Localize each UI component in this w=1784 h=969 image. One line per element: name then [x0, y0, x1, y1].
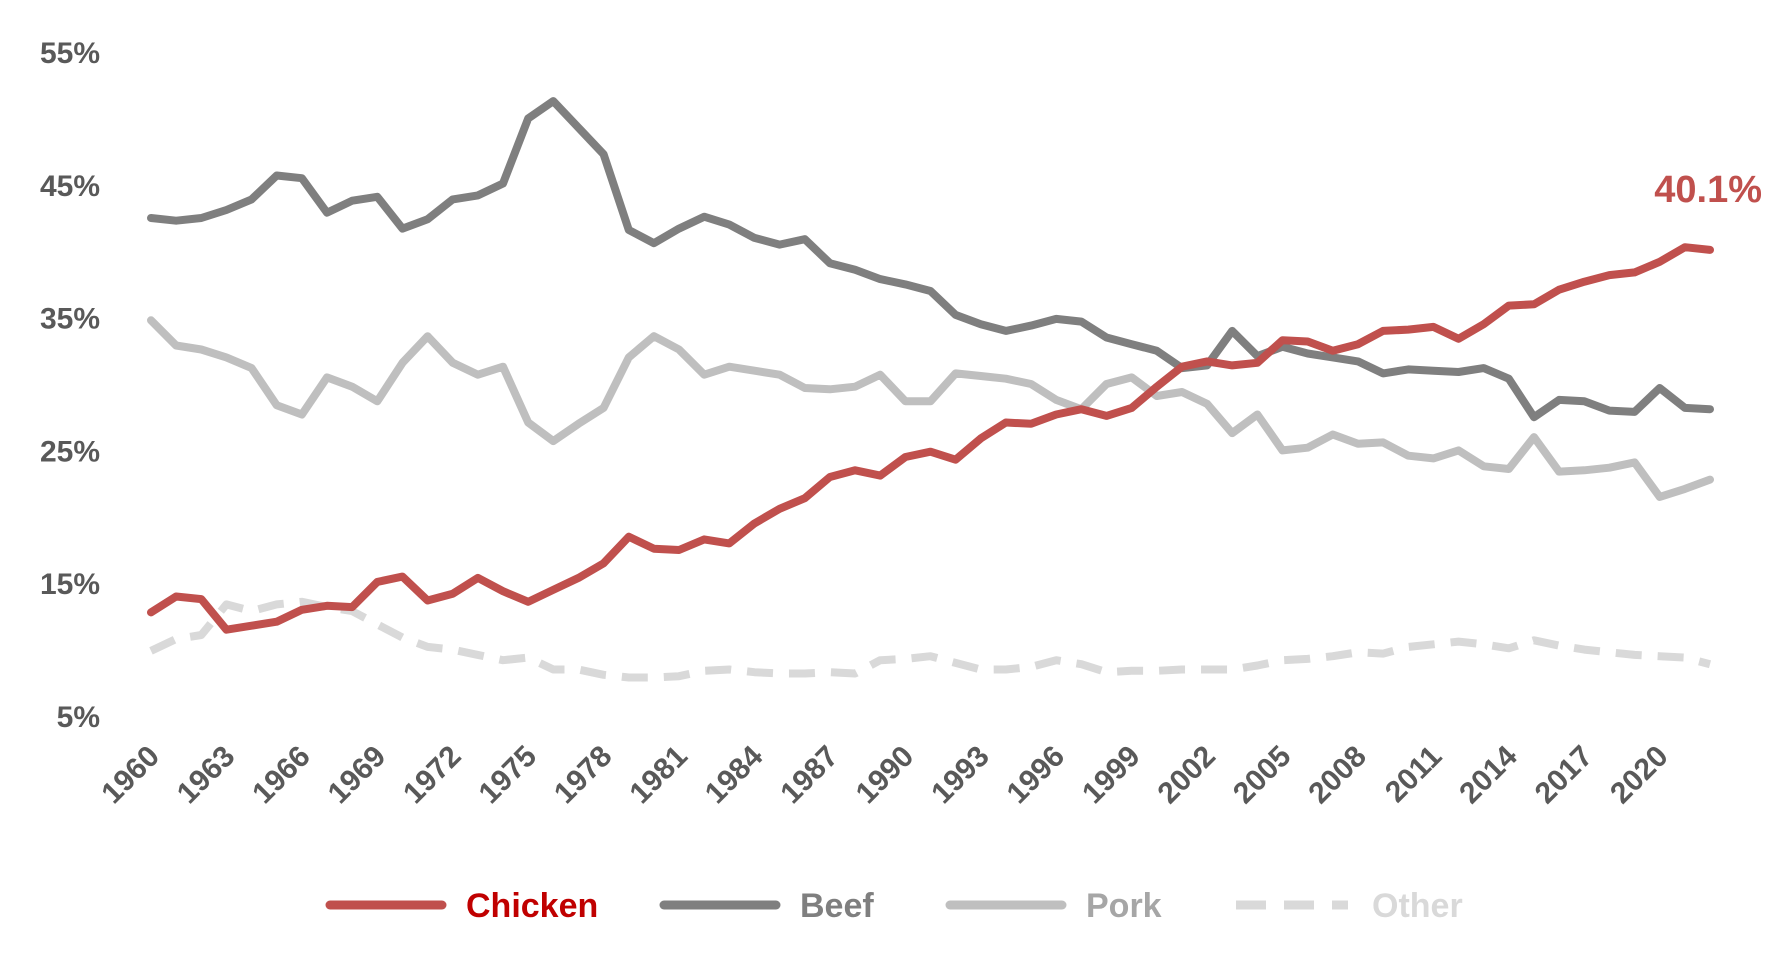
annotations: 40.1%	[1654, 169, 1762, 211]
y-tick-label: 55%	[40, 37, 100, 70]
x-tick-label: 1981	[623, 740, 694, 811]
x-tick-label: 1996	[1001, 740, 1072, 811]
legend-item-other: Other	[1236, 887, 1463, 925]
series-lines	[147, 97, 1714, 682]
y-tick-label: 45%	[40, 170, 100, 203]
y-tick-label: 5%	[57, 701, 100, 734]
y-axis: 55% 45% 35% 25% 15% 5%	[40, 37, 100, 734]
x-tick-label: 1993	[925, 740, 996, 811]
end-value-label: 40.1%	[1654, 169, 1762, 211]
legend: Chicken Beef Pork Other	[325, 887, 1463, 925]
x-tick-label: 1966	[246, 740, 317, 811]
y-tick-label: 25%	[40, 435, 100, 468]
x-tick-label: 2011	[1379, 740, 1448, 809]
x-tick-label: 1960	[95, 740, 166, 811]
x-tick-label: 2020	[1604, 740, 1675, 811]
x-tick-label: 2002	[1152, 740, 1223, 811]
x-tick-label: 1978	[548, 740, 619, 811]
legend-label: Pork	[1086, 887, 1162, 925]
series-line-chicken	[147, 243, 1714, 634]
x-tick-label: 1990	[850, 740, 921, 811]
x-tick-label: 1963	[171, 740, 242, 811]
y-tick-label: 15%	[40, 568, 100, 601]
series-line-beef	[147, 97, 1714, 422]
legend-item-pork: Pork	[945, 887, 1162, 925]
x-tick-label: 1987	[774, 740, 845, 811]
legend-label: Other	[1372, 887, 1463, 925]
x-tick-label: 1972	[397, 740, 468, 811]
legend-label: Chicken	[466, 887, 598, 925]
legend-item-chicken: Chicken	[325, 887, 598, 925]
y-tick-label: 35%	[40, 303, 100, 336]
series-line-other	[149, 597, 1712, 682]
x-tick-label: 2005	[1227, 740, 1298, 811]
x-tick-label: 2017	[1529, 740, 1600, 811]
legend-item-beef: Beef	[659, 887, 874, 925]
x-tick-label: 1969	[322, 740, 393, 811]
x-tick-label: 1984	[699, 739, 770, 810]
x-tick-label: 1999	[1076, 740, 1147, 811]
x-tick-label: 2008	[1302, 740, 1373, 811]
series-line-pork	[147, 316, 1714, 501]
legend-label: Beef	[800, 887, 874, 925]
x-tick-label: 1975	[473, 740, 544, 811]
x-axis: 1960 1963 1966 1969 1972 1975 1978 1981 1984 1987…	[95, 739, 1674, 810]
x-tick-label: 2014	[1453, 739, 1524, 810]
